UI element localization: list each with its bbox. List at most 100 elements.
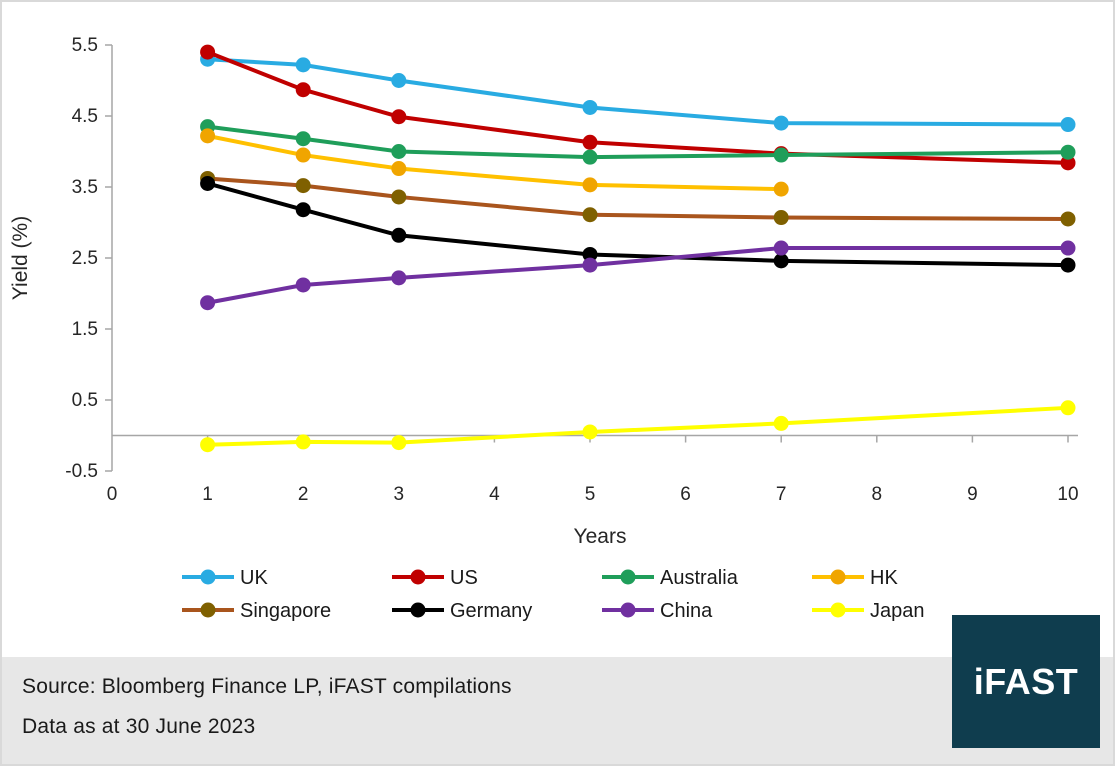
x-tick-label: 0: [107, 484, 118, 505]
legend-item-japan: Japan: [812, 600, 925, 622]
data-point-us: [295, 82, 311, 98]
x-tick-label: 3: [394, 484, 405, 505]
legend-item-australia: Australia: [602, 567, 739, 589]
data-point-japan: [200, 437, 216, 453]
source-footer: Source: Bloomberg Finance LP, iFAST comp…: [2, 657, 1113, 764]
data-point-singapore: [773, 210, 789, 226]
data-point-germany: [200, 175, 216, 191]
legend-label: China: [660, 600, 713, 622]
data-point-australia: [773, 147, 789, 163]
data-point-singapore: [391, 189, 407, 205]
y-tick-label: 1.5: [72, 319, 98, 340]
series-line-australia: [205, 124, 1070, 160]
legend-marker-swatch: [200, 569, 216, 585]
legend-label: HK: [870, 567, 898, 589]
series-line-china: [205, 246, 1070, 305]
source-text: Source: Bloomberg Finance LP, iFAST comp…: [22, 675, 512, 698]
data-point-uk: [391, 73, 407, 88]
data-point-japan: [1060, 400, 1076, 416]
legend-marker-swatch: [410, 569, 426, 585]
data-point-hk: [582, 177, 598, 193]
y-tick-label: 0.5: [72, 390, 98, 411]
legend-label: Germany: [450, 600, 532, 622]
y-tick-label: 3.5: [72, 177, 98, 198]
data-point-china: [1060, 240, 1076, 256]
x-tick-label: 9: [967, 484, 978, 505]
data-point-china: [391, 270, 407, 286]
legend-item-china: China: [602, 600, 713, 622]
data-point-us: [1060, 155, 1076, 171]
legend-label: Australia: [660, 567, 739, 589]
data-point-germany: [582, 246, 598, 262]
legend-item-singapore: Singapore: [182, 600, 331, 622]
data-point-us: [200, 44, 216, 60]
legend-marker-swatch: [830, 602, 846, 618]
ifast-logo-text: iFAST: [973, 660, 1079, 702]
x-tick-label: 8: [872, 484, 883, 505]
data-point-japan: [391, 435, 407, 451]
legend-marker-swatch: [410, 602, 426, 618]
x-tick-label: 10: [1057, 484, 1078, 505]
legend-label: UK: [240, 567, 268, 589]
data-point-us: [391, 109, 407, 125]
x-tick-label: 1: [202, 484, 213, 505]
data-point-japan: [582, 424, 598, 440]
legend-item-uk: UK: [182, 567, 268, 589]
x-tick-label: 6: [680, 484, 691, 505]
data-point-us: [582, 134, 598, 150]
legend-label: US: [450, 567, 478, 589]
x-tick-label: 5: [585, 484, 596, 505]
legend-marker-swatch: [830, 569, 846, 585]
data-point-australia: [582, 149, 598, 165]
data-point-uk: [582, 99, 598, 115]
data-point-china: [295, 277, 311, 293]
legend-marker-swatch: [620, 602, 636, 618]
data-point-australia: [391, 144, 407, 159]
data-point-hk: [391, 161, 407, 177]
legend-marker-swatch: [200, 602, 216, 618]
series-line-japan: [205, 405, 1070, 447]
data-point-uk: [295, 57, 311, 73]
legend-label: Japan: [870, 600, 925, 622]
x-tick-label: 4: [489, 484, 500, 505]
series-line-germany: [205, 181, 1070, 268]
legend-item-hk: HK: [812, 567, 898, 589]
x-tick-label: 7: [776, 484, 787, 505]
data-point-germany: [773, 253, 789, 269]
data-point-singapore: [295, 178, 311, 194]
series-line-singapore: [205, 176, 1070, 221]
data-point-china: [773, 240, 789, 256]
data-point-china: [582, 257, 598, 273]
x-axis-title: Years: [574, 525, 627, 548]
data-point-japan: [295, 434, 311, 450]
data-point-germany: [391, 227, 407, 243]
legend-marker-swatch: [620, 569, 636, 585]
ifast-logo: iFAST: [952, 615, 1100, 748]
data-point-singapore: [582, 207, 598, 223]
legend-item-us: US: [392, 567, 478, 589]
y-tick-label: -0.5: [65, 461, 98, 482]
legend-label: Singapore: [240, 600, 331, 622]
y-tick-label: 4.5: [72, 106, 98, 127]
yield-curve-chart: 5.5 4.5 3.5 2.5 1.5 0.5 -0.5 0 1 2 3 4 5 6 7 8 9 10 Years Y…: [9, 35, 1079, 622]
data-point-uk: [1060, 117, 1076, 133]
y-axis-title: Yield (%): [9, 216, 32, 300]
data-point-australia: [1060, 144, 1076, 160]
data-point-germany: [1060, 257, 1076, 273]
data-point-hk: [773, 181, 789, 197]
y-tick-label: 2.5: [72, 248, 98, 269]
data-point-singapore: [1060, 211, 1076, 227]
series-line-uk: [205, 57, 1070, 127]
y-tick-label: 5.5: [72, 35, 98, 56]
data-point-hk: [200, 128, 216, 144]
data-point-uk: [773, 115, 789, 131]
data-point-germany: [295, 202, 311, 218]
data-point-hk: [295, 147, 311, 163]
data-date-text: Data as at 30 June 2023: [22, 715, 256, 738]
data-point-china: [200, 295, 216, 311]
data-point-japan: [773, 415, 789, 431]
x-tick-label: 2: [298, 484, 309, 505]
series-line-hk: [205, 133, 784, 192]
legend-item-germany: Germany: [392, 600, 532, 622]
